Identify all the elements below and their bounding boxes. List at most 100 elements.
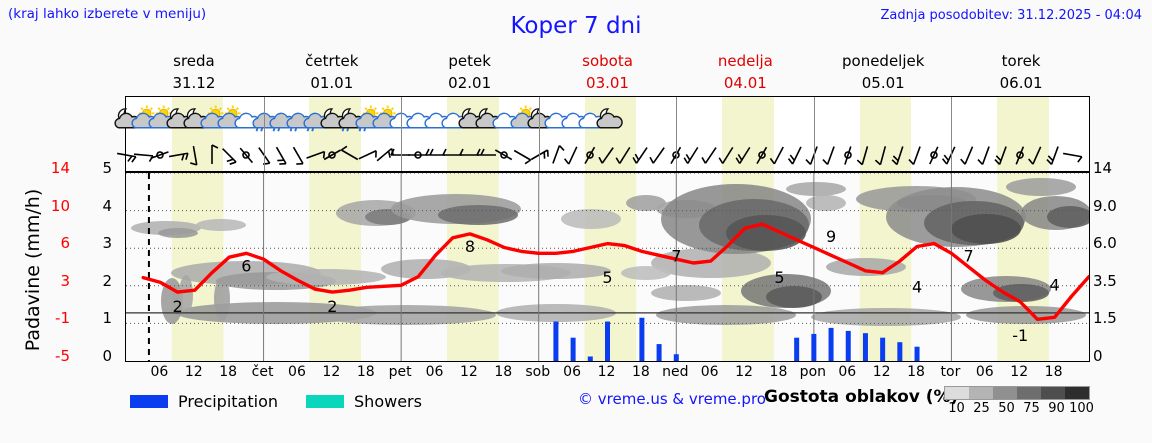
- day-date: 01.01: [310, 74, 354, 92]
- wind-barb-icon: [222, 148, 237, 165]
- wind-barb-icon: [340, 145, 358, 161]
- x-tick-21: 12: [872, 364, 891, 380]
- precTicks-3: 2: [102, 271, 112, 290]
- precip-bar-9: [828, 327, 834, 361]
- wind-barb-47: [926, 139, 943, 171]
- cloud-blob-36: [316, 305, 496, 325]
- day-header-4: nedelja 04.01: [676, 50, 814, 96]
- moon-cloud-icon: [595, 108, 623, 129]
- cloud-blob-2: [196, 219, 246, 231]
- day-name: torek: [1001, 52, 1041, 70]
- x-tick-9: 12: [460, 364, 478, 380]
- x-tick-22: 18: [907, 364, 925, 380]
- precTicks-1: 4: [102, 196, 112, 215]
- precip-bar-8: [811, 333, 817, 361]
- x-tick-18: 18: [769, 364, 788, 380]
- x-tick-5: 12: [322, 364, 341, 380]
- temp-label-11: 4: [1050, 276, 1060, 295]
- page-title: Koper 7 dni: [510, 13, 642, 39]
- wind-barb-11: [306, 139, 326, 171]
- wind-barb-7: [238, 139, 255, 171]
- daylight-band-5: [859, 97, 912, 171]
- precip-bar-7: [794, 337, 800, 361]
- cloud-density-step-3: [1017, 387, 1041, 399]
- wind-barb-39: [787, 139, 805, 171]
- x-tick-6: 18: [356, 364, 375, 380]
- wind-barb-icon: [632, 147, 648, 164]
- wind-barb-icon: [324, 149, 342, 161]
- x-tick-0: 06: [150, 364, 169, 380]
- wind-barb-icon: [683, 146, 699, 164]
- cloud-blob-33: [1006, 178, 1076, 196]
- x-tick-2: 18: [219, 364, 238, 380]
- x-tick-8: 06: [425, 364, 444, 380]
- wind-barb-55: [1062, 139, 1083, 171]
- wind-barb-33: [683, 139, 702, 171]
- weather-icon-band: [114, 96, 1090, 172]
- precip-bar-1: [570, 337, 576, 361]
- wind-barb-16: [390, 139, 411, 171]
- cloud-blob-19: [726, 215, 806, 251]
- day-header-3: sobota 03.01: [539, 50, 677, 96]
- cloud-blob-40: [966, 306, 1086, 324]
- daylight-band-2: [446, 97, 499, 171]
- cloud-density-gradient: [944, 386, 1090, 400]
- wind-barb-4: [186, 139, 203, 171]
- cloudTicks-1: 9.0: [1093, 196, 1117, 215]
- wind-barbs-row: [116, 97, 1089, 171]
- x-tick-26: 18: [1044, 364, 1063, 380]
- cloud-density-label: Gostota oblakov (%): [764, 387, 959, 407]
- day-name: četrtek: [305, 52, 359, 70]
- day-name: petek: [448, 52, 491, 70]
- wind-barb-icon: [822, 146, 835, 165]
- tempTicks-1: 10: [50, 196, 70, 215]
- wind-barb-19: [442, 139, 462, 171]
- x-tick-11: sob: [525, 364, 551, 380]
- wind-barb-20: [459, 139, 479, 171]
- day-name: nedelja: [717, 52, 773, 70]
- precTicks-2: 3: [102, 234, 112, 253]
- wind-barb-icon: [390, 148, 411, 156]
- daylight-shading: [126, 97, 1089, 171]
- wind-barb-12: [324, 139, 342, 171]
- tempTicks-3: 3: [60, 271, 70, 290]
- temp-label-0: 2: [172, 297, 182, 316]
- wind-barb-icon: [701, 147, 717, 164]
- wind-barb-icon: [908, 146, 921, 165]
- wind-barb-13: [340, 139, 358, 171]
- day-separator-6: [951, 97, 953, 171]
- showers-legend-label: Showers: [354, 391, 422, 411]
- cloudTicks-4: 1.5: [1093, 309, 1117, 328]
- copyright-link[interactable]: © vreme.us & vreme.pro: [578, 390, 766, 408]
- wind-barb-icon: [994, 146, 1007, 165]
- temp-label-9: 7: [964, 247, 974, 266]
- x-tick-13: 12: [597, 364, 616, 380]
- plot-daylight-band-1: [309, 173, 362, 361]
- x-tick-7: pet: [388, 364, 412, 380]
- cloudTicks-0: 14: [1093, 159, 1113, 177]
- wind-barb-icon: [292, 146, 304, 165]
- cloudTicks-3: 3.5: [1093, 271, 1117, 290]
- cloud-blob-38: [656, 305, 796, 325]
- precip-bar-3: [605, 321, 610, 361]
- wind-barb-icon: [513, 149, 531, 165]
- day-date: 06.01: [999, 74, 1043, 92]
- precip-bar-11: [862, 333, 868, 361]
- cloud-density-step-4: [1041, 387, 1065, 399]
- wind-barb-49: [959, 139, 977, 171]
- wind-barb-32: [668, 139, 685, 171]
- day-separators: [126, 97, 1089, 171]
- wind-barb-50: [977, 139, 994, 171]
- day-header-2: petek 02.01: [401, 50, 539, 96]
- wind-barb-icon: [874, 146, 886, 166]
- wind-barb-10: [289, 139, 306, 171]
- precip-bar-10: [845, 330, 851, 361]
- day-header-5: ponedeljek 05.01: [814, 50, 952, 96]
- wind-barb-43: [857, 139, 874, 171]
- cloud-blob-42: [179, 275, 193, 315]
- precipitation-axis-ticks: 5 4 3 2 1 0: [78, 159, 112, 370]
- tempTicks-2: 6: [60, 234, 70, 253]
- wind-barb-icon: [495, 149, 513, 161]
